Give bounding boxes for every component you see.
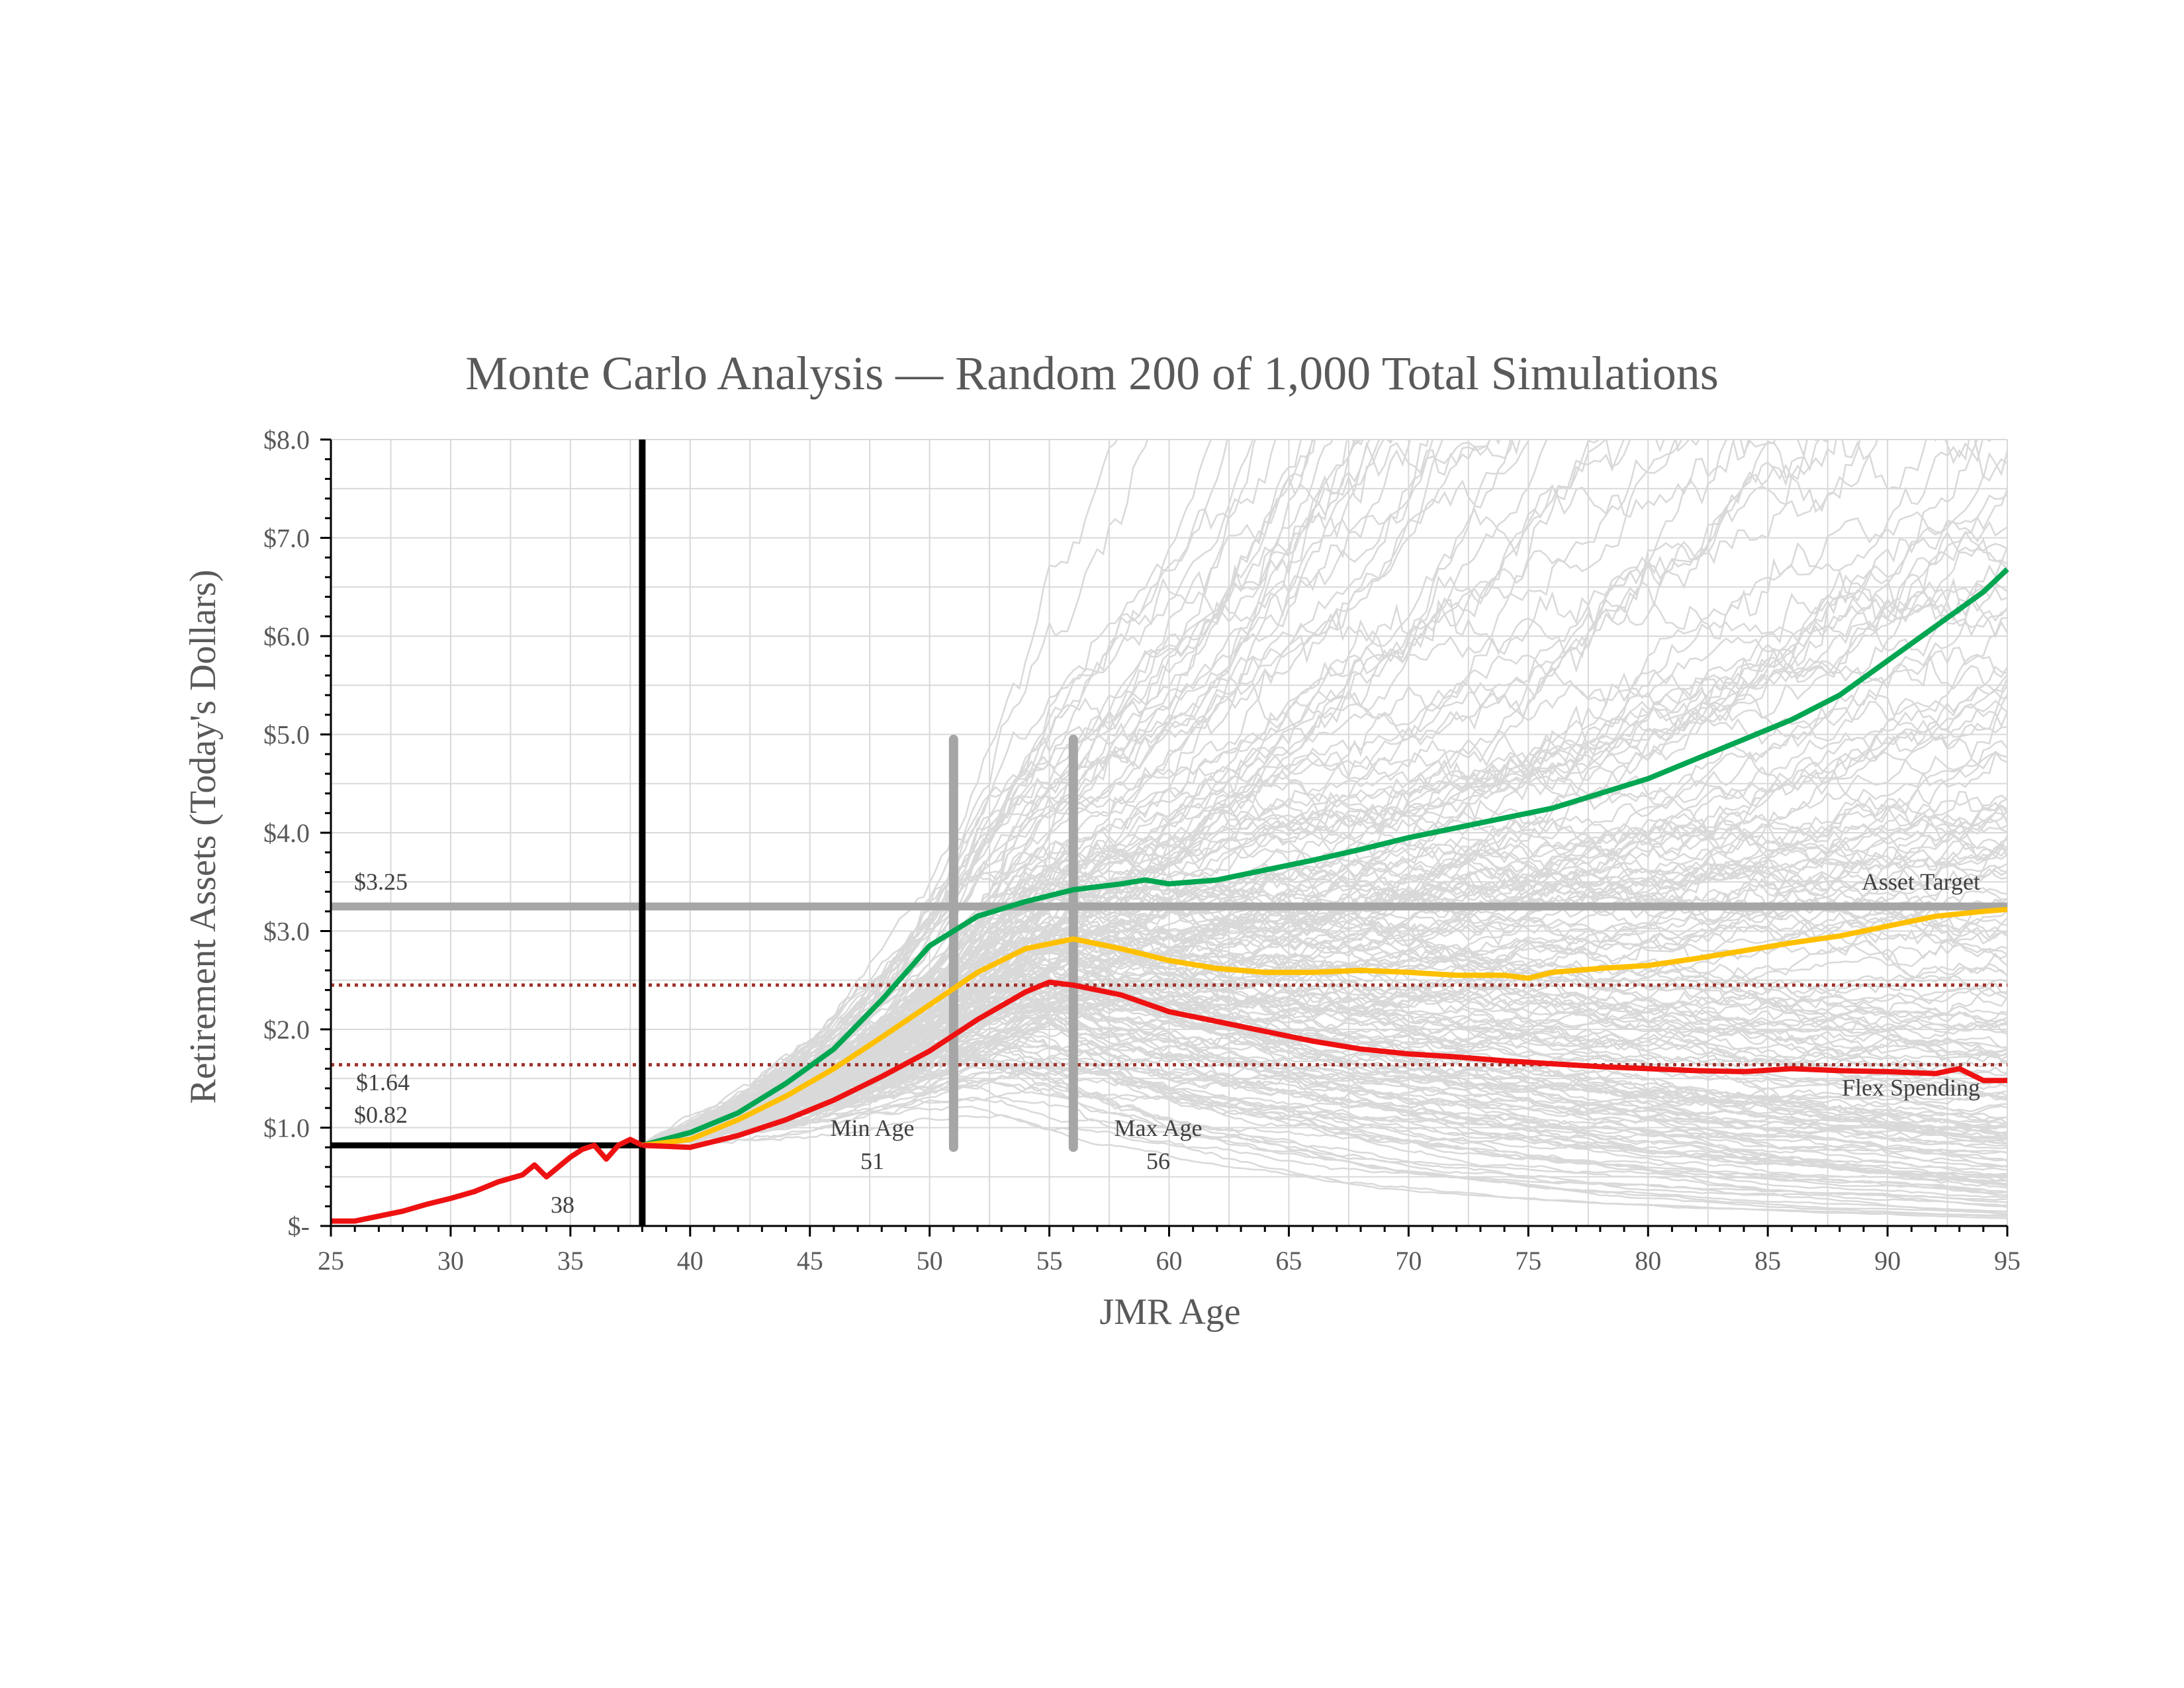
y-tick-label: $7.0 bbox=[263, 524, 310, 553]
y-tick-label: $- bbox=[288, 1211, 310, 1241]
x-tick-label: 85 bbox=[1754, 1246, 1781, 1276]
labels: JMR Age Retirement Assets (Today's Dolla… bbox=[183, 569, 1980, 1333]
x-tick-label: 70 bbox=[1395, 1246, 1422, 1276]
simulation-line bbox=[641, 440, 1277, 1147]
x-tick-label: 25 bbox=[318, 1246, 344, 1276]
simulation-line bbox=[642, 440, 1443, 1147]
current-assets-value-label: $0.82 bbox=[354, 1102, 408, 1128]
simulation-line bbox=[642, 1079, 2007, 1213]
simulation-line bbox=[642, 703, 2007, 1147]
series-line bbox=[331, 1137, 644, 1224]
x-tick-label: 65 bbox=[1275, 1246, 1302, 1276]
x-tick-label: 75 bbox=[1515, 1246, 1541, 1276]
x-tick-label: 95 bbox=[1994, 1246, 2021, 1276]
simulation-line bbox=[642, 530, 2007, 1147]
simulation-line bbox=[641, 440, 1334, 1147]
simulation-line bbox=[642, 1058, 2007, 1207]
x-tick-label: 80 bbox=[1635, 1246, 1661, 1276]
series-line bbox=[642, 979, 2007, 1150]
simulation-line bbox=[642, 440, 1683, 1147]
simulation-line bbox=[641, 440, 1429, 1147]
simulation-line bbox=[641, 994, 2007, 1147]
y-tick-label: $1.0 bbox=[263, 1113, 310, 1143]
y-tick-label: $3.0 bbox=[263, 917, 310, 947]
simulation-line bbox=[641, 547, 2007, 1147]
simulation-line bbox=[641, 440, 1364, 1147]
simulation-line bbox=[641, 440, 1514, 1147]
simulation-line bbox=[642, 1004, 2007, 1147]
simulation-line bbox=[642, 997, 2007, 1147]
simulation-line bbox=[641, 440, 1521, 1147]
simulation-line bbox=[641, 440, 1412, 1147]
y-tick-label: $2.0 bbox=[263, 1015, 310, 1045]
y-axis-title: Retirement Assets (Today's Dollars) bbox=[183, 569, 224, 1103]
x-tick-label: 40 bbox=[677, 1246, 704, 1276]
min-age-value: 51 bbox=[860, 1148, 884, 1174]
simulation-line bbox=[642, 806, 2007, 1147]
axes: 25 30 35 40 45 50 55 60 65 70 75 80 85 90 95 $- $1.0 $2.0… bbox=[263, 425, 2021, 1276]
asset-target-label: Asset Target bbox=[1862, 868, 1980, 895]
x-axis-title: JMR Age bbox=[1099, 1291, 1240, 1333]
y-tick-label: $4.0 bbox=[263, 818, 310, 848]
max-age-value: 56 bbox=[1146, 1148, 1170, 1174]
simulation-line bbox=[641, 440, 1808, 1147]
series-line bbox=[641, 906, 2008, 1149]
simulation-line bbox=[642, 1080, 2007, 1220]
simulation-line bbox=[641, 1047, 2007, 1177]
simulation-line bbox=[641, 875, 2007, 1147]
x-tick-label: 50 bbox=[917, 1246, 943, 1276]
max-age-label: Max Age bbox=[1115, 1115, 1203, 1141]
y-tick-label: $5.0 bbox=[263, 720, 310, 750]
simulation-line bbox=[641, 440, 1149, 1147]
flex-spending-value-label: $1.64 bbox=[356, 1069, 410, 1096]
simulation-line bbox=[642, 1021, 2007, 1201]
simulation-line bbox=[642, 440, 1625, 1147]
min-age-label: Min Age bbox=[830, 1115, 914, 1141]
simulation-line bbox=[641, 803, 2007, 1147]
simulation-line bbox=[642, 440, 1830, 1147]
current-age-label: 38 bbox=[551, 1192, 574, 1218]
simulation-line bbox=[642, 950, 2007, 1147]
simulation-line bbox=[642, 440, 1392, 1147]
series-lines bbox=[331, 567, 2009, 1224]
x-tick-label: 30 bbox=[437, 1246, 464, 1276]
simulation-line bbox=[641, 440, 1316, 1147]
simulation-line bbox=[641, 440, 1213, 1147]
simulation-line bbox=[642, 674, 2007, 1147]
x-tick-label: 60 bbox=[1156, 1246, 1183, 1276]
flex-spending-label: Flex Spending bbox=[1842, 1074, 1980, 1101]
simulation-line bbox=[642, 906, 2007, 1147]
simulation-line bbox=[642, 1096, 2007, 1193]
x-tick-label: 35 bbox=[557, 1246, 584, 1276]
simulation-line bbox=[642, 440, 1118, 1147]
simulation-line bbox=[642, 1061, 2007, 1217]
asset-target-value-label: $3.25 bbox=[354, 868, 408, 895]
chart-title: Monte Carlo Analysis — Random 200 of 1,0… bbox=[465, 347, 1719, 400]
x-tick-label: 90 bbox=[1874, 1246, 1901, 1276]
y-tick-label: $6.0 bbox=[263, 622, 310, 651]
x-tick-label: 45 bbox=[797, 1246, 823, 1276]
simulation-line bbox=[642, 494, 2007, 1147]
x-tick-label: 55 bbox=[1036, 1246, 1063, 1276]
y-tick-label: $8.0 bbox=[263, 425, 310, 455]
series-line bbox=[641, 567, 2009, 1149]
